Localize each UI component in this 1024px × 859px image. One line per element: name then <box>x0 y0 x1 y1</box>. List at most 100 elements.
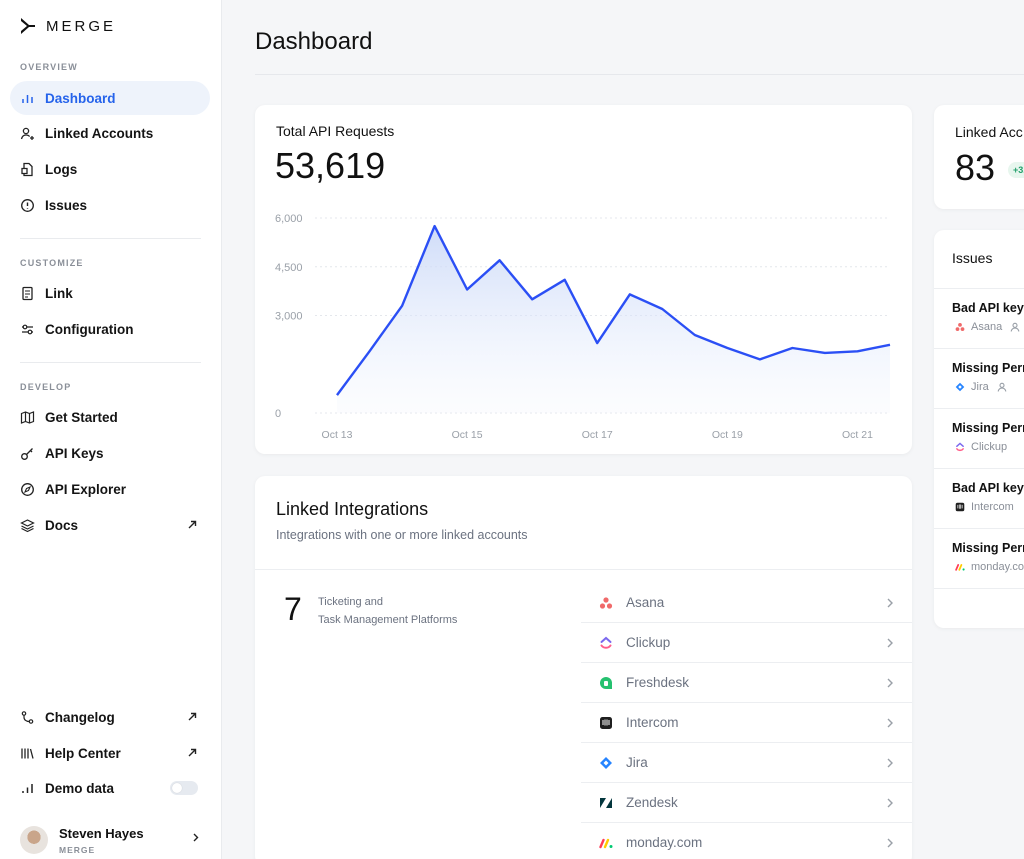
sidebar-item-link[interactable]: Link <box>10 276 210 310</box>
brand-logo[interactable]: MERGE <box>20 17 116 35</box>
issues-title: Issues <box>952 250 993 266</box>
sidebar-item-api-explorer[interactable]: API Explorer <box>10 472 210 506</box>
user-icon <box>1010 322 1020 332</box>
issues-card: Issues Bad API key Asana Missing Perr Ji… <box>934 230 1024 628</box>
sidebar-item-label: Dashboard <box>45 90 116 106</box>
data-point[interactable] <box>888 343 892 347</box>
data-point[interactable] <box>823 351 827 355</box>
divider <box>934 588 1024 589</box>
data-point[interactable] <box>335 393 339 397</box>
data-point[interactable] <box>530 297 534 301</box>
sidebar-item-docs[interactable]: Docs <box>10 508 210 542</box>
clickup-icon <box>956 442 964 452</box>
integration-row-jira[interactable]: Jira <box>581 743 912 783</box>
brand-name: MERGE <box>46 17 117 35</box>
issue-title: Bad API key <box>952 481 1024 495</box>
sidebar-item-api-keys[interactable]: API Keys <box>10 436 210 470</box>
file-icon <box>20 162 35 177</box>
avatar <box>20 826 48 854</box>
integration-name: Asana <box>626 595 665 610</box>
issue-row[interactable]: Bad API key Asana <box>934 288 1024 348</box>
data-point[interactable] <box>725 346 729 350</box>
data-point[interactable] <box>368 349 372 353</box>
external-link-icon <box>188 712 197 721</box>
integrations-count: 7 <box>284 591 302 627</box>
chevron-right-icon <box>887 598 893 608</box>
sidebar-item-logs[interactable]: Logs <box>10 152 210 186</box>
map-icon <box>20 410 35 425</box>
integration-name: Jira <box>626 755 648 770</box>
monday-icon <box>955 564 965 571</box>
sidebar-item-get-started[interactable]: Get Started <box>10 400 210 434</box>
intercom-icon <box>599 716 613 730</box>
sidebar-item-demo-data[interactable]: Demo data <box>10 771 210 805</box>
data-point[interactable] <box>790 346 794 350</box>
chevron-right-icon <box>887 718 893 728</box>
x-tick-label: Oct 19 <box>712 429 743 441</box>
chevron-right-icon <box>887 638 893 648</box>
layers-icon <box>20 518 35 533</box>
sidebar-item-label: Demo data <box>45 780 115 796</box>
section-customize: CUSTOMIZE <box>20 258 84 268</box>
data-point[interactable] <box>400 304 404 308</box>
data-point[interactable] <box>595 341 599 345</box>
issue-row[interactable]: Bad API key Intercom <box>934 468 1024 528</box>
issue-integration: Clickup <box>971 441 1008 453</box>
sidebar-item-configuration[interactable]: Configuration <box>10 312 210 346</box>
sidebar-item-issues[interactable]: Issues <box>10 188 210 222</box>
data-point[interactable] <box>758 357 762 361</box>
data-point[interactable] <box>498 258 502 262</box>
git-branch-icon <box>20 710 35 725</box>
user-profile[interactable]: Steven Hayes MERGE <box>20 820 210 859</box>
integration-row-clickup[interactable]: Clickup <box>581 623 912 663</box>
chevron-right-icon <box>887 838 893 848</box>
user-icon <box>997 382 1007 392</box>
user-link-icon <box>20 126 35 141</box>
category-line-2: Task Management Platforms <box>318 614 458 626</box>
monday-icon <box>599 836 613 850</box>
user-org: MERGE <box>59 844 96 855</box>
asana-icon <box>599 596 613 610</box>
sidebar: MERGE OVERVIEW Dashboard Linked Accounts… <box>0 0 222 859</box>
data-point[interactable] <box>563 278 567 282</box>
key-icon <box>20 446 35 461</box>
data-point[interactable] <box>660 307 664 311</box>
issue-row[interactable]: Missing Perr Jira <box>934 348 1024 408</box>
sidebar-item-label: Linked Accounts <box>45 125 154 141</box>
sidebar-item-dashboard[interactable]: Dashboard <box>10 81 210 115</box>
issue-row[interactable]: Missing Perr Clickup <box>934 408 1024 468</box>
alert-circle-icon <box>20 198 35 213</box>
jira-icon <box>599 756 613 770</box>
issue-integration: Jira <box>971 381 989 393</box>
user-name: Steven Hayes <box>59 825 144 841</box>
sidebar-item-help-center[interactable]: Help Center <box>10 736 210 770</box>
freshdesk-icon <box>599 676 613 690</box>
integration-name: Intercom <box>626 715 679 730</box>
integration-row-asana[interactable]: Asana <box>581 583 912 623</box>
data-point[interactable] <box>855 349 859 353</box>
library-icon <box>20 746 35 761</box>
issue-title: Missing Perr <box>952 421 1024 435</box>
issue-row[interactable]: Missing Perr monday.co <box>934 528 1024 588</box>
integration-row-zendesk[interactable]: Zendesk <box>581 783 912 823</box>
document-icon <box>20 286 35 301</box>
chevron-right-icon <box>193 833 199 842</box>
external-link-icon <box>188 520 197 529</box>
chevron-right-icon <box>887 758 893 768</box>
integration-row-freshdesk[interactable]: Freshdesk <box>581 663 912 703</box>
sidebar-item-linked-accounts[interactable]: Linked Accounts <box>10 116 210 150</box>
data-point[interactable] <box>628 292 632 296</box>
integration-row-intercom[interactable]: Intercom <box>581 703 912 743</box>
api-requests-label: Total API Requests <box>276 123 395 139</box>
data-point[interactable] <box>465 288 469 292</box>
integration-list: Asana Clickup Freshdesk Intercom Jira Ze… <box>581 583 912 859</box>
data-point[interactable] <box>693 333 697 337</box>
sidebar-item-changelog[interactable]: Changelog <box>10 700 210 734</box>
sidebar-item-label: Docs <box>45 517 79 533</box>
linked-integrations-subtitle: Integrations with one or more linked acc… <box>276 528 528 542</box>
demo-data-toggle[interactable] <box>170 781 198 795</box>
chevron-right-icon <box>887 678 893 688</box>
data-point[interactable] <box>433 224 437 228</box>
sidebar-item-label: Issues <box>45 197 88 213</box>
integration-row-monday[interactable]: monday.com <box>581 823 912 859</box>
